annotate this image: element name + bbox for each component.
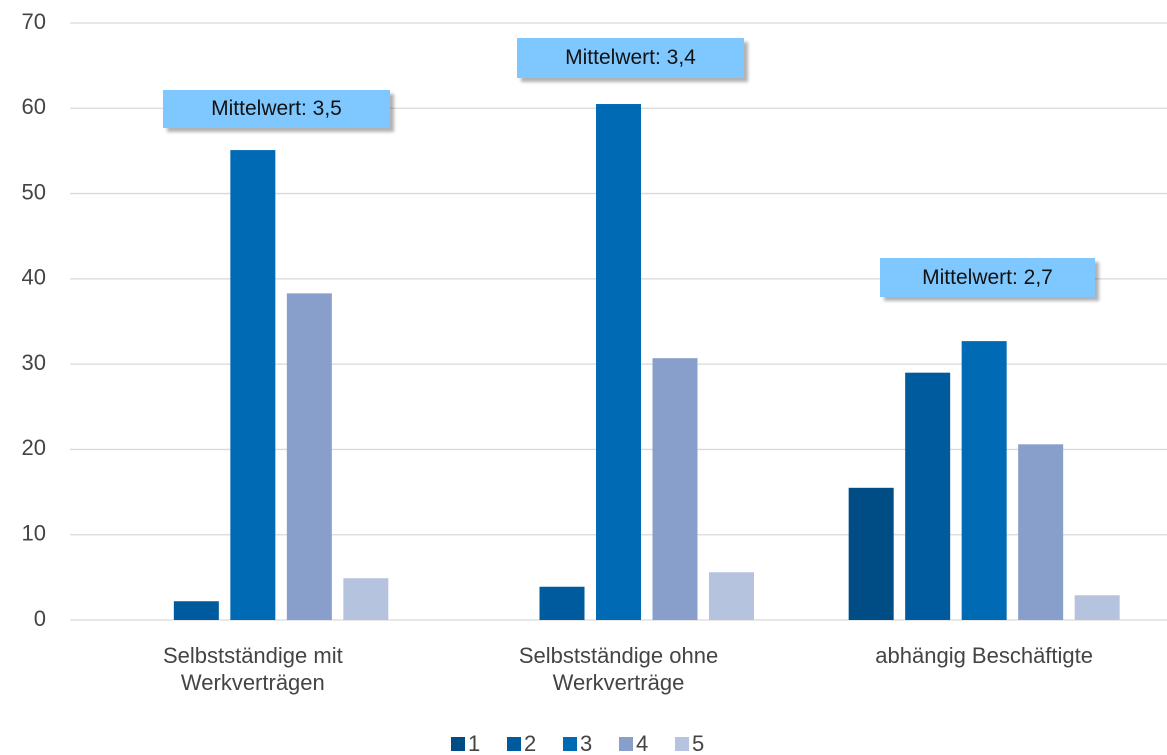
bar: [848, 487, 894, 620]
y-tick-label: 0: [34, 606, 46, 631]
bar: [961, 341, 1007, 620]
bar: [709, 572, 754, 620]
bar: [1074, 595, 1120, 620]
legend-label: 4: [636, 731, 648, 755]
y-tick-label: 30: [22, 350, 46, 375]
legend-swatch: [451, 737, 465, 751]
bar: [905, 372, 951, 620]
y-tick-label: 40: [22, 265, 46, 290]
legend-label: 2: [524, 731, 536, 755]
bar: [596, 104, 641, 621]
y-tick-label: 20: [22, 435, 46, 460]
bar: [173, 601, 219, 620]
bar: [343, 578, 389, 620]
bar: [1018, 444, 1064, 620]
y-tick-label: 70: [22, 9, 46, 34]
bar: [539, 586, 585, 620]
annotation: Mittelwert: 3,4: [517, 38, 744, 78]
y-tick-label: 10: [22, 521, 46, 546]
x-tick-label: Selbstständige ohne Werkverträge: [518, 643, 719, 695]
x-tick-label: Selbstständige mit Werkverträgen: [162, 643, 343, 695]
legend-swatch: [619, 737, 633, 751]
annotation: Mittelwert: 3,5: [163, 90, 390, 128]
legend-label: 3: [580, 731, 592, 755]
y-tick-label: 60: [22, 94, 46, 119]
legend-swatch: [675, 737, 689, 751]
legend-swatch: [563, 737, 577, 751]
legend-swatch: [507, 737, 521, 751]
legend-label: 1: [468, 731, 480, 755]
x-tick-label: abhängig Beschäftigte: [875, 643, 1094, 668]
legend-label: 5: [692, 731, 704, 755]
bar: [286, 293, 332, 620]
bar: [230, 150, 276, 620]
bar: [652, 358, 698, 620]
annotation: Mittelwert: 2,7: [880, 258, 1095, 297]
y-tick-label: 50: [22, 179, 46, 204]
